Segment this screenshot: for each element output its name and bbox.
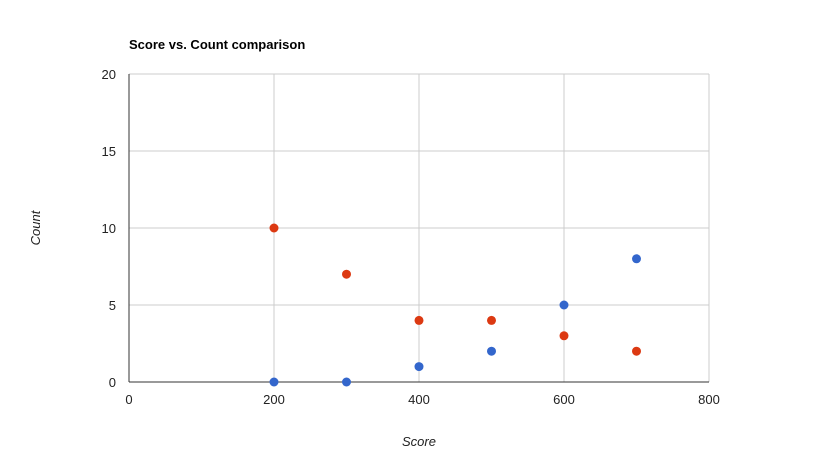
x-tick-label: 600 — [553, 392, 575, 407]
y-axis-label: Count — [28, 209, 43, 245]
x-axis-label: Score — [402, 434, 436, 449]
series-0-point-2 — [414, 362, 424, 372]
x-tick-label: 200 — [263, 392, 285, 407]
series-0-point-0 — [269, 377, 279, 387]
series-0-point-3 — [487, 346, 496, 356]
axes — [128, 74, 709, 383]
series-0-point-4 — [559, 300, 569, 310]
tick-labels: 0 200 400 600 800 0 5 10 15 20 — [102, 67, 720, 407]
y-tick-label: 5 — [109, 298, 116, 313]
series-0-point-1 — [342, 377, 351, 387]
y-tick-label: 20 — [102, 67, 116, 82]
x-tick-label: 400 — [408, 392, 430, 407]
series-1-point-2 — [414, 315, 424, 325]
y-tick-label: 10 — [102, 221, 116, 236]
chart-title: Score vs. Count comparison — [129, 37, 305, 52]
series-1-point-3 — [487, 315, 496, 325]
x-tick-label: 800 — [698, 392, 720, 407]
series-1-point-5 — [632, 346, 641, 356]
series-1-point-0 — [269, 223, 279, 233]
series-1-point-1 — [342, 269, 351, 279]
series-0-point-5 — [632, 254, 641, 264]
grid-lines — [128, 73, 710, 383]
y-tick-label: 0 — [109, 375, 116, 390]
y-tick-label: 15 — [102, 144, 116, 159]
data-points — [269, 223, 641, 387]
x-tick-label: 0 — [125, 392, 132, 407]
series-1-point-4 — [559, 331, 569, 341]
